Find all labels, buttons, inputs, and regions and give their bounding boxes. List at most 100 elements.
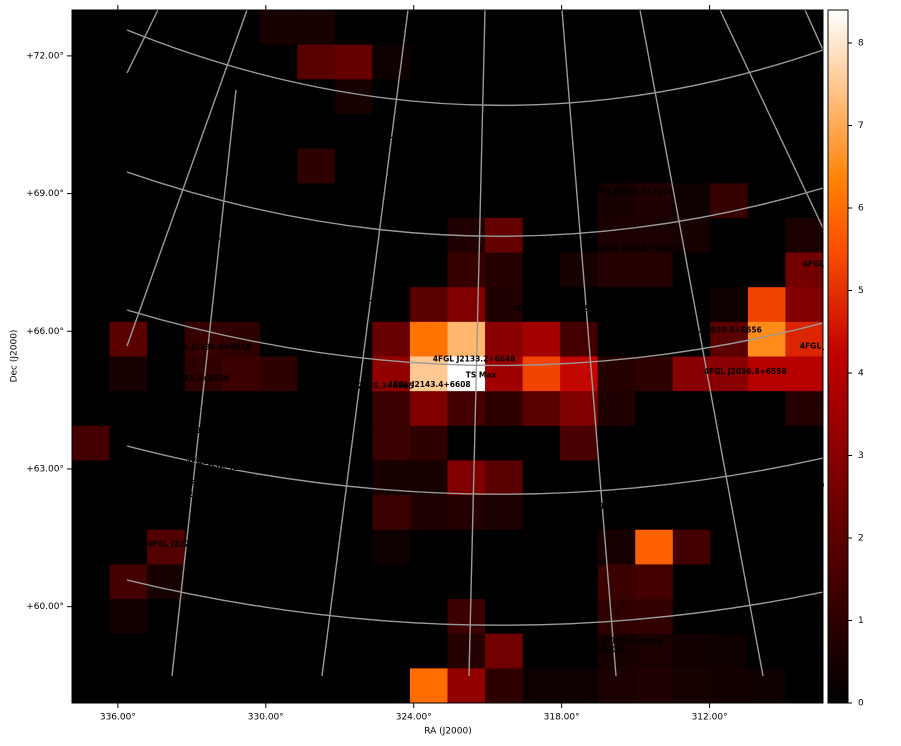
heatmap-cell — [672, 79, 711, 115]
heatmap-cell — [334, 391, 373, 427]
heatmap-cell — [409, 183, 448, 219]
heatmap-cell — [184, 391, 223, 427]
heatmap-cell — [409, 148, 448, 184]
heatmap-cell — [747, 252, 786, 288]
heatmap-cell — [597, 564, 636, 600]
source-label: 4FGL J2221.6+6349 — [186, 457, 269, 466]
heatmap-cell — [259, 529, 298, 565]
colorbar-tick-label: 7 — [858, 121, 864, 131]
heatmap-cell — [372, 425, 411, 461]
heatmap-cell — [184, 529, 223, 565]
heatmap-cell — [672, 633, 711, 669]
heatmap-cell — [409, 495, 448, 531]
heatmap-cell — [109, 460, 148, 496]
heatmap-cell — [147, 321, 186, 357]
heatmap-cell — [747, 10, 786, 46]
heatmap-cell — [785, 252, 823, 288]
heatmap-cell — [560, 425, 599, 461]
heatmap-cell — [222, 425, 261, 461]
heatmap-cell — [447, 287, 486, 323]
heatmap-cell — [485, 633, 524, 669]
heatmap-cell — [447, 425, 486, 461]
heatmap-cell — [259, 633, 298, 669]
heatmap-cell — [259, 44, 298, 80]
heatmap-cell — [710, 633, 749, 669]
heatmap-cell — [297, 252, 336, 288]
dec-grid-curve — [126, 579, 823, 626]
heatmap-cell — [222, 564, 261, 600]
heatmap-cell — [447, 495, 486, 531]
heatmap-cell — [560, 495, 599, 531]
heatmap-cell — [485, 113, 524, 150]
heatmap-cell — [222, 633, 261, 669]
heatmap-cell — [72, 633, 111, 669]
x-tick-label: 336.00° — [100, 713, 136, 723]
heatmap-cell — [297, 287, 336, 323]
colorbar-tick-label: 4 — [858, 369, 864, 379]
heatmap-cell — [522, 183, 561, 219]
colorbar-tick-label: 1 — [858, 616, 864, 626]
heatmap-cell — [672, 495, 711, 531]
heatmap-cell — [597, 425, 636, 461]
heatmap-cell — [485, 460, 524, 496]
heatmap-cell — [522, 599, 561, 635]
heatmap-cell — [409, 529, 448, 565]
heatmap-cell — [372, 633, 411, 669]
heatmap-cell — [109, 599, 148, 635]
heatmap-cell — [109, 564, 148, 600]
heatmap-cell — [372, 529, 411, 565]
heatmap-cell — [334, 460, 373, 496]
heatmap-cell — [785, 529, 823, 565]
heatmap-cell — [222, 460, 261, 496]
heatmap-cell — [222, 113, 261, 150]
heatmap-cell — [372, 287, 411, 323]
heatmap-cell — [597, 321, 636, 357]
heatmap-cell — [334, 287, 373, 323]
heatmap-cell — [785, 44, 823, 80]
heatmap-cell — [485, 356, 524, 392]
heatmap-cell — [710, 113, 749, 150]
heatmap-cell — [747, 460, 786, 496]
heatmap-cell — [447, 252, 486, 288]
heatmap-cell — [184, 425, 223, 461]
ra-grid-line — [561, 10, 617, 677]
heatmap-cell — [485, 425, 524, 461]
heatmap-cell — [522, 148, 561, 184]
heatmap-cell — [147, 113, 186, 150]
heatmap-cell — [597, 529, 636, 565]
heatmap-cell — [635, 113, 674, 150]
source-label: 4FGL J2215.4+6105 — [195, 579, 278, 588]
heatmap-cell — [72, 668, 111, 703]
ra-grid-line — [804, 10, 823, 51]
heatmap-cell — [560, 321, 599, 357]
colorbar-tick-label: 8 — [858, 39, 864, 49]
heatmap-cell — [747, 217, 786, 254]
heatmap-cell — [72, 425, 111, 461]
source-label: 4FGL J2054.2+6904 — [598, 245, 681, 254]
heatmap-cell — [522, 391, 561, 427]
heatmap-cell — [447, 529, 486, 565]
heatmap-cell — [597, 356, 636, 392]
heatmap-cell — [222, 495, 261, 531]
heatmap-cell — [785, 356, 823, 392]
heatmap-cell — [635, 633, 674, 669]
heatmap-cell — [72, 252, 111, 288]
heatmap-cell — [72, 113, 111, 150]
heatmap-cell — [222, 287, 261, 323]
heatmap-cell — [447, 148, 486, 184]
source-label: 4FGL J2205.5+6018 — [245, 623, 328, 632]
heatmap-cell — [560, 79, 599, 115]
heatmap-cell — [72, 79, 111, 115]
heatmap-cell — [109, 252, 148, 288]
heatmap-cell — [297, 321, 336, 357]
heatmap-cell — [409, 321, 448, 357]
heatmap-cell — [635, 44, 674, 80]
heatmap-cell — [560, 391, 599, 427]
heatmap-cell — [672, 44, 711, 80]
heatmap-cell — [522, 633, 561, 669]
y-tick-label: +60.00° — [26, 602, 64, 612]
heatmap-cell — [147, 252, 186, 288]
heatmap-cell — [259, 356, 298, 392]
heatmap-cell — [109, 495, 148, 531]
